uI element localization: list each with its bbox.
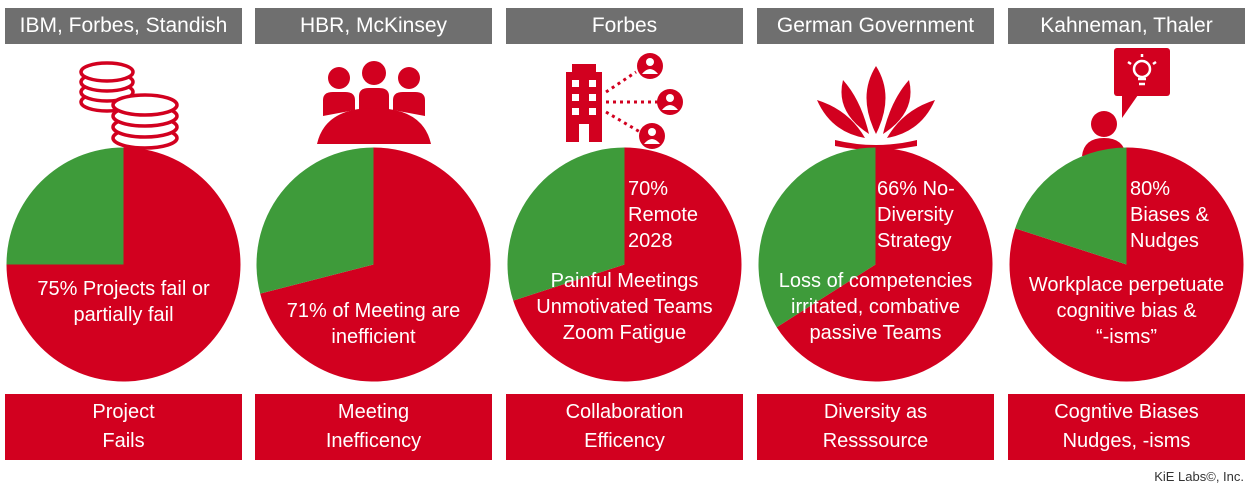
pie-chart [758, 147, 993, 382]
pie-slice-main [1009, 147, 1244, 382]
annotation-line: “-isms” [1095, 326, 1158, 348]
pie-slice-rest [6, 147, 124, 265]
lotus-icon [817, 66, 935, 150]
pie-chart [256, 147, 491, 382]
annotation-line: Painful Meetings [550, 270, 699, 292]
category-box: Project Fails [5, 394, 242, 460]
category-line: Project [92, 401, 155, 423]
annotation-line: Unmotivated Teams [536, 296, 713, 318]
pie-slice-rest [507, 147, 625, 301]
chart-panel-biases: Kahneman, Thaler 80% Biases & Nudges Wor… [1008, 0, 1245, 460]
pie-annotation-top: 66% No- Diversity Strategy [877, 176, 955, 254]
pie-chart [507, 147, 742, 382]
pie-slice-main [513, 147, 742, 382]
meeting-group-icon [317, 61, 431, 144]
annotation-line: 70% [628, 178, 669, 200]
annotation-line: inefficient [331, 326, 416, 348]
category-line: Cogntive Biases [1054, 401, 1199, 423]
annotation-line: 66% No- [877, 178, 955, 200]
source-header: HBR, McKinsey [255, 8, 492, 44]
category-line: Efficency [584, 430, 665, 452]
annotation-line: Biases & [1130, 204, 1209, 226]
coins-stack-icon [79, 61, 179, 150]
category-box: Meeting Inefficency [255, 394, 492, 460]
chart-panel-collaboration: Forbes 70% R [506, 0, 743, 460]
person-idea-icon [1082, 48, 1170, 156]
annotation-line: Diversity [877, 204, 954, 226]
annotation-line: 71% of Meeting are [286, 300, 461, 322]
annotation-line: passive Teams [809, 322, 942, 344]
pie-slice-main [260, 147, 491, 382]
annotation-line: Nudges [1130, 230, 1199, 252]
pie-annotation-top: 80% Biases & Nudges [1130, 176, 1209, 254]
annotation-line: Workplace perpetuate [1028, 274, 1225, 296]
pie-annotation: 71% of Meeting are inefficient [255, 298, 492, 350]
pie-slice-rest [758, 147, 876, 328]
remote-network-icon [566, 53, 683, 149]
pie-annotation: Workplace perpetuate cognitive bias & “-… [1002, 272, 1251, 350]
annotation-line: Zoom Fatigue [562, 322, 687, 344]
annotation-line: Remote [628, 204, 699, 226]
chart-panel-meetings: HBR, McKinsey 71% of Meeting are ineffic… [255, 0, 492, 460]
annotation-line: Strategy [877, 230, 952, 252]
annotation-line: 75% Projects fail or [37, 278, 210, 300]
pie-slice-rest [1015, 147, 1127, 265]
pie-annotation: Painful Meetings Unmotivated Teams Zoom … [500, 268, 749, 346]
category-box: Cogntive Biases Nudges, -isms [1008, 394, 1245, 460]
pie-chart [1009, 147, 1244, 382]
annotation-line: 2028 [628, 230, 673, 252]
pie-chart [6, 147, 241, 382]
source-header: Forbes [506, 8, 743, 44]
category-line: Nudges, -isms [1062, 430, 1191, 452]
source-header: Kahneman, Thaler [1008, 8, 1245, 44]
credit-text: KiE Labs©, Inc. [1154, 469, 1244, 484]
annotation-line: Loss of competencies [778, 270, 973, 292]
category-box: Diversity as Resssource [757, 394, 994, 460]
category-line: Inefficency [325, 430, 422, 452]
annotation-line: 80% [1130, 178, 1171, 200]
category-line: Diversity as [823, 401, 928, 423]
pie-annotation: Loss of competencies irritated, combativ… [751, 268, 1000, 346]
pie-annotation: 75% Projects fail or partially fail [5, 276, 242, 328]
category-box: Collaboration Efficency [506, 394, 743, 460]
category-line: Meeting [337, 401, 410, 423]
pie-slice-main [776, 147, 993, 382]
pie-annotation-top: 70% Remote 2028 [628, 176, 698, 254]
category-line: Resssource [822, 430, 929, 452]
category-line: Collaboration [565, 401, 684, 423]
annotation-line: cognitive bias & [1056, 300, 1197, 322]
annotation-line: partially fail [73, 304, 174, 326]
category-line: Fails [102, 430, 145, 452]
annotation-line: irritated, combative [791, 296, 960, 318]
chart-panel-diversity: German Government 66% No- Diversity Stra… [757, 0, 994, 460]
pie-slice-rest [256, 147, 374, 294]
chart-panel-projects: IBM, Forbes, Standish 75% Projects fail … [5, 0, 242, 460]
source-header: German Government [757, 8, 994, 44]
source-header: IBM, Forbes, Standish [5, 8, 242, 44]
